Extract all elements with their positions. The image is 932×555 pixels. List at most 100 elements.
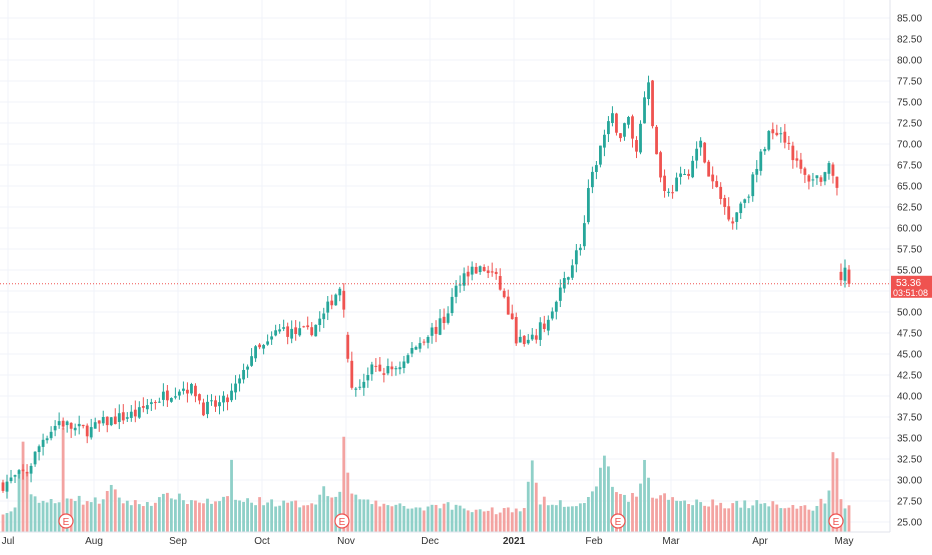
- candle-body: [258, 344, 262, 348]
- volume-bar: [482, 511, 486, 532]
- volume-bar: [771, 501, 775, 532]
- y-tick-label: 77.50: [897, 77, 922, 88]
- volume-bar: [486, 510, 490, 532]
- volume-bar: [615, 492, 618, 532]
- volume-bar: [699, 502, 703, 532]
- volume-bar: [274, 506, 278, 532]
- candle-body: [623, 123, 626, 137]
- candle-body: [290, 328, 294, 339]
- volume-bar: [342, 436, 346, 532]
- candle-body: [218, 402, 221, 407]
- y-tick-label: 70.00: [897, 140, 922, 151]
- volume-bar: [751, 505, 755, 532]
- x-tick-label: Sep: [169, 536, 187, 547]
- candle-body: [691, 160, 695, 178]
- earnings-marker[interactable]: E: [828, 513, 844, 529]
- volume-bar: [514, 508, 518, 532]
- candle-body: [21, 469, 25, 472]
- candle-body: [214, 400, 217, 407]
- y-tick-label: 62.50: [897, 203, 922, 214]
- volume-bar: [631, 493, 634, 532]
- candle-body: [522, 335, 526, 345]
- earnings-marker[interactable]: E: [334, 513, 350, 529]
- candle-body: [350, 360, 354, 388]
- candle-body: [406, 355, 410, 363]
- candle-body: [434, 326, 438, 334]
- candle-body: [97, 420, 101, 424]
- volume-bar: [49, 499, 53, 532]
- volume-bar: [125, 500, 129, 532]
- volume-bar: [534, 482, 538, 532]
- volume-bar: [266, 502, 270, 532]
- candle-body: [627, 116, 630, 125]
- candle-body: [667, 191, 670, 193]
- volume-bar: [623, 494, 626, 532]
- volume-bar: [454, 504, 458, 532]
- volume-bar: [687, 503, 691, 532]
- candle-body: [755, 168, 759, 175]
- candle-body: [105, 416, 109, 426]
- volume-bar: [727, 508, 731, 532]
- volume-bars: [1, 427, 851, 532]
- volume-bar: [510, 512, 514, 532]
- volume-bar: [246, 498, 249, 532]
- candle-body: [57, 421, 61, 426]
- earnings-marker[interactable]: E: [610, 513, 626, 529]
- earnings-marker-label: E: [339, 517, 346, 528]
- candle-body: [594, 165, 598, 172]
- candle-body: [687, 173, 691, 176]
- candle-body: [534, 335, 538, 340]
- volume-bar: [582, 503, 586, 532]
- candle-body: [502, 290, 506, 298]
- candle-body: [615, 113, 618, 133]
- candle-body: [45, 438, 49, 441]
- candle-body: [370, 364, 374, 375]
- candle-body: [358, 386, 362, 388]
- volume-bar: [101, 499, 105, 532]
- volume-bar: [823, 503, 827, 532]
- volume-bar: [526, 481, 530, 532]
- candle-body: [655, 126, 658, 155]
- candle-body: [354, 388, 358, 390]
- x-tick-label: Feb: [585, 536, 603, 547]
- volume-bar: [759, 503, 763, 532]
- earnings-marker-label: E: [615, 517, 622, 528]
- candle-body: [486, 270, 490, 274]
- volume-bar: [141, 506, 145, 532]
- candle-body: [169, 398, 173, 402]
- volume-bar: [462, 508, 466, 532]
- volume-bar: [775, 504, 779, 532]
- volume-bar: [667, 499, 670, 532]
- candle-body: [558, 287, 562, 301]
- candle-body: [659, 152, 662, 178]
- candle-body: [482, 266, 486, 272]
- candle-body: [815, 175, 819, 179]
- volume-bar: [182, 500, 185, 532]
- axes: 25.00 27.50 30.00 32.50 35.00 37.50 40.00 42.50…: [0, 0, 922, 547]
- last-price-value: 53.36: [896, 278, 921, 289]
- candle-body: [490, 271, 494, 273]
- candle-body: [811, 179, 815, 181]
- candle-body: [703, 142, 707, 163]
- volume-bar: [242, 501, 245, 532]
- volume-bar: [262, 505, 266, 532]
- volume-bar: [286, 502, 290, 532]
- volume-bar: [121, 503, 125, 532]
- volume-bar: [679, 501, 683, 532]
- volume-bar: [586, 497, 590, 532]
- x-tick-label: Dec: [421, 536, 439, 547]
- volume-bar: [89, 502, 93, 532]
- volume-bar: [707, 506, 711, 532]
- volume-bar: [386, 505, 390, 532]
- volume-bar: [258, 497, 262, 532]
- volume-bar: [831, 452, 835, 532]
- volume-bar: [546, 505, 550, 532]
- y-tick-label: 80.00: [897, 56, 922, 67]
- earnings-marker[interactable]: E: [58, 513, 74, 529]
- volume-bar: [394, 504, 398, 532]
- volume-bar: [522, 508, 526, 532]
- candle-body: [109, 417, 113, 426]
